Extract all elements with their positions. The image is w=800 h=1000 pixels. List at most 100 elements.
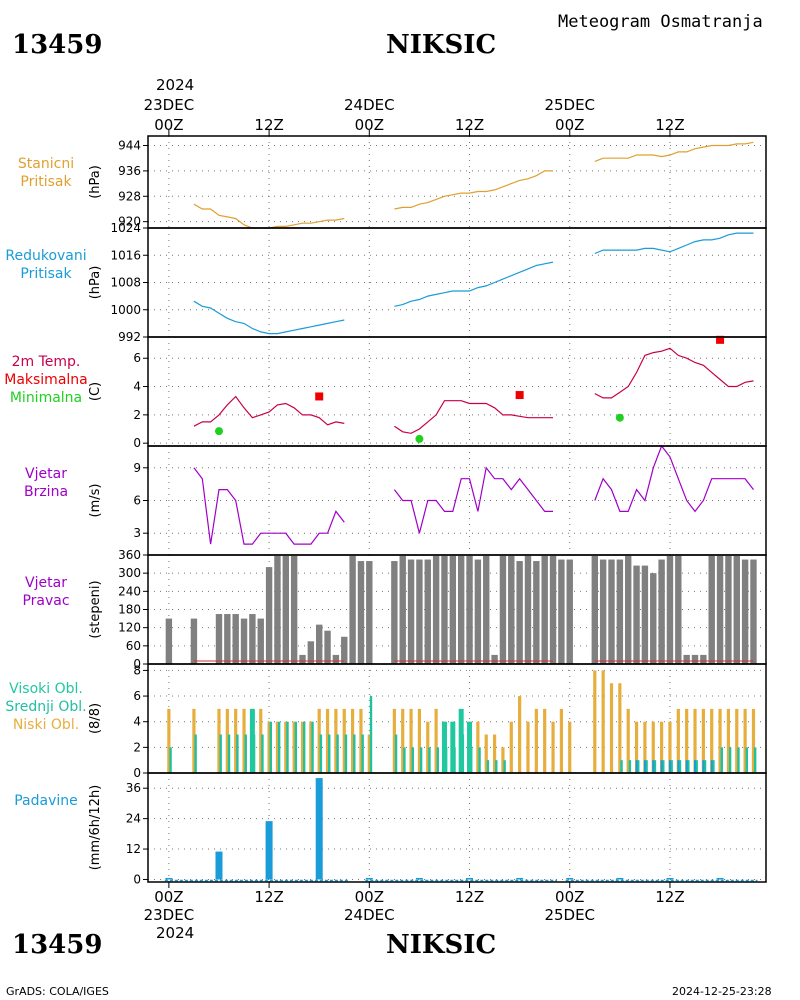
cloud-mid-bar: [478, 747, 481, 773]
cloud-mid-bar: [419, 747, 423, 773]
y-tick-label: 4: [133, 715, 141, 729]
cloud-low-bar: [167, 708, 171, 773]
cloud-low-bar: [618, 683, 622, 773]
top-time-label: 00Z: [154, 116, 183, 134]
y-tick-label: 0: [133, 872, 141, 886]
top-date-label: 25DEC: [544, 96, 595, 114]
y-tick-label: 3: [133, 526, 141, 540]
cloud-low-bar: [492, 734, 497, 773]
cloud-high-bar: [441, 721, 447, 773]
y-tick-label: 12: [126, 842, 141, 856]
cloud-low-bar: [601, 670, 605, 773]
panel-label: 2m Temp.: [12, 354, 81, 370]
cloud-low-bar: [634, 721, 639, 773]
tmax-marker: [716, 335, 725, 344]
wind-direction-bar: [457, 555, 465, 664]
series-line-temperature: [594, 347, 754, 399]
wind-direction-bar: [658, 559, 665, 664]
wind-direction-bar: [324, 630, 331, 664]
panel-label: Padavine: [14, 793, 78, 809]
precip-bar: [215, 851, 223, 880]
wind-direction-bar: [566, 559, 573, 664]
cloud-mid-bar: [637, 760, 640, 773]
wind-direction-bar: [282, 555, 289, 664]
cloud-low-overlay: [694, 760, 697, 773]
cloud-low-bar: [417, 708, 422, 773]
wind-direction-bar: [432, 555, 440, 664]
cloud-mid-bar: [394, 734, 398, 773]
cloud-mid-bar: [678, 760, 682, 773]
wind-direction-bar: [633, 565, 640, 664]
wind-direction-bar: [274, 555, 281, 664]
cloud-mid-bar: [403, 747, 406, 773]
cloud-mid-bar: [712, 760, 715, 773]
panel-label: Visoki Obl.: [9, 681, 83, 697]
wind-direction-bar: [249, 614, 256, 664]
cloud-low-overlay: [652, 760, 655, 773]
cloud-low-bar: [359, 708, 363, 773]
cloud-low-overlay: [685, 760, 688, 773]
series-line-station_pressure: [594, 141, 754, 162]
cloud-mid-bar: [436, 747, 440, 773]
precip-bar: [315, 778, 323, 880]
top-time-label: 00Z: [555, 116, 584, 134]
series-line-reduced_pressure: [394, 261, 554, 307]
wind-direction-bar: [558, 559, 565, 664]
credit: GrADS: COLA/IGES: [6, 985, 109, 998]
cloud-low-bar: [718, 708, 722, 773]
cloud-low-bar: [643, 721, 647, 773]
series-line-wind_speed: [193, 467, 345, 545]
cloud-low-bar: [225, 708, 229, 773]
wind-direction-bar: [357, 561, 365, 664]
wind-direction-bar: [691, 654, 699, 664]
bottom-time-label: 00Z: [154, 888, 183, 906]
cloud-low-bar: [693, 708, 697, 773]
series-line-reduced_pressure: [193, 300, 345, 335]
cloud-low-bar: [242, 708, 246, 773]
y-tick-label: 1016: [110, 248, 141, 262]
wind-direction-bar: [683, 654, 690, 664]
cloud-low-overlay: [702, 760, 705, 773]
panel-label: Pritisak: [20, 174, 72, 190]
cloud-low-overlay: [643, 760, 646, 773]
y-axis-label: (hPa): [88, 266, 103, 300]
wind-direction-bar: [483, 555, 490, 664]
cloud-low-bar: [300, 721, 305, 773]
cloud-mid-bar: [244, 734, 247, 773]
station-id-top: 13459: [12, 30, 103, 60]
timestamp: 2024-12-25-23:28: [672, 985, 772, 998]
top-time-label: 00Z: [355, 116, 384, 134]
cloud-low-bar: [342, 708, 346, 773]
cloud-mid-bar: [695, 760, 698, 773]
cloud-mid-bar: [728, 747, 732, 773]
cloud-low-overlay: [710, 760, 713, 773]
wind-direction-bar: [499, 555, 507, 664]
cloud-low-bar: [334, 708, 338, 773]
cloud-mid-bar: [662, 760, 665, 773]
wind-direction-bar: [441, 555, 448, 664]
bottom-time-label: 00Z: [555, 888, 584, 906]
cloud-mid-bar: [428, 747, 431, 773]
tmin-marker: [615, 413, 624, 422]
panel-label: Minimalna: [10, 390, 82, 406]
wind-direction-bar: [424, 559, 431, 664]
bottom-date-label: 23DEC: [144, 906, 195, 924]
precip-bar: [466, 877, 474, 880]
cloud-low-bar: [267, 721, 271, 773]
y-tick-label: 360: [118, 548, 141, 562]
wind-direction-bar: [341, 636, 348, 664]
series-line-temperature: [394, 400, 553, 434]
panel-frame-wind_direction: [147, 554, 767, 665]
y-tick-label: 0: [133, 766, 141, 780]
cloud-low-bar: [192, 708, 196, 773]
wind-direction-bar: [725, 555, 732, 664]
panel-label: Niski Obl.: [13, 717, 79, 733]
cloud-low-bar: [543, 708, 547, 773]
wind-direction-bar: [524, 555, 532, 664]
cloud-low-bar: [234, 708, 238, 773]
wind-direction-bar: [232, 614, 239, 664]
y-tick-label: 36: [126, 781, 141, 795]
top-date-label: 23DEC: [144, 96, 195, 114]
bottom-time-label: 12Z: [254, 888, 283, 906]
